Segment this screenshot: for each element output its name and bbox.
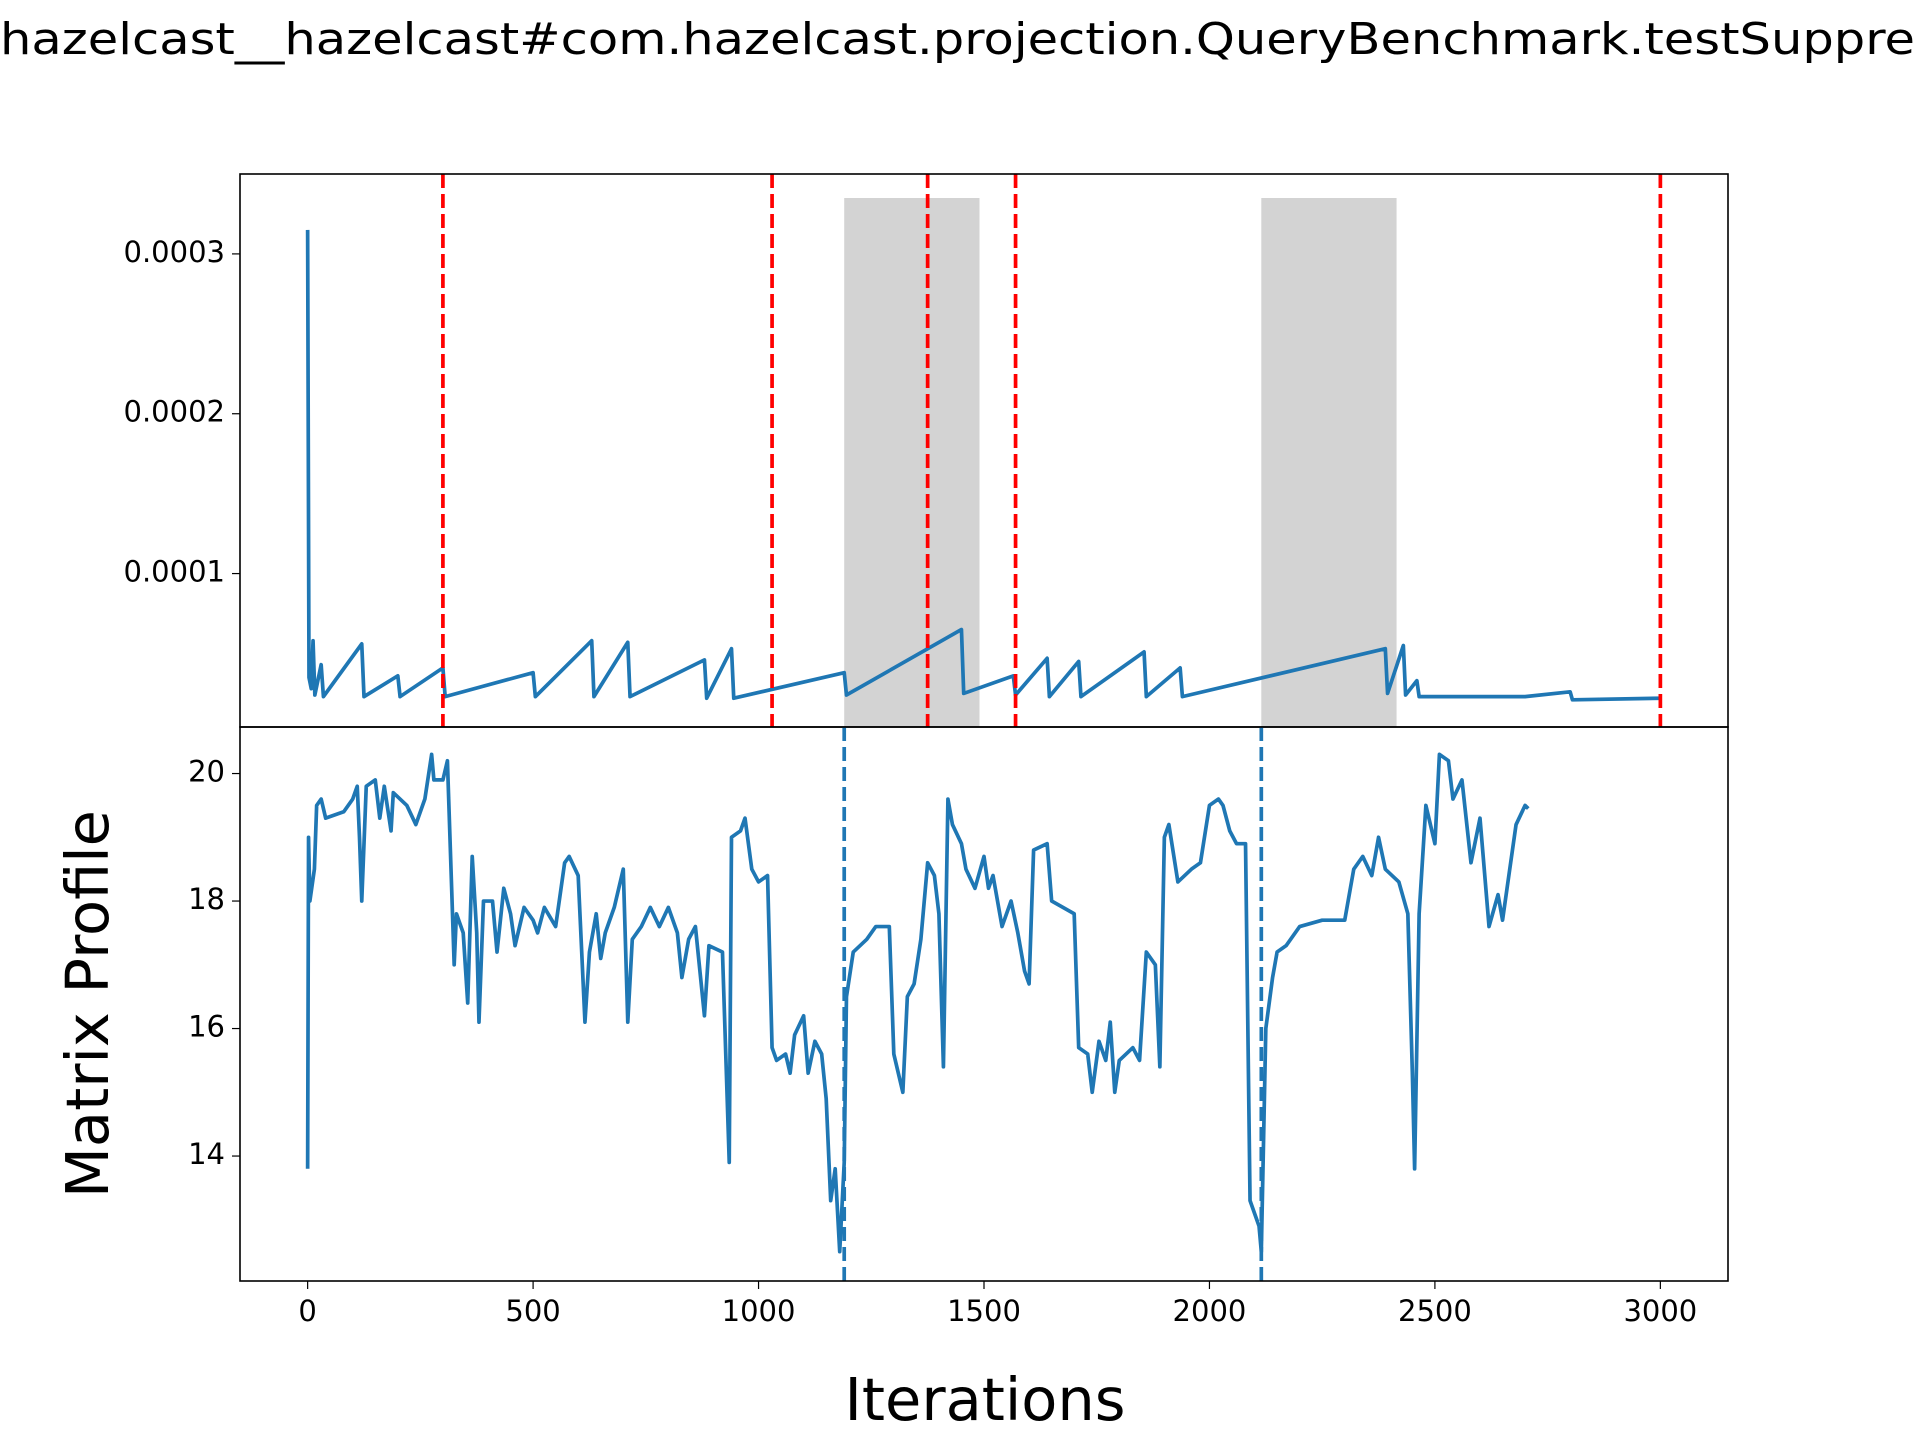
x-tick-label: 500 [505,1294,560,1328]
plot-area [305,727,1530,1281]
shaded-span [844,198,980,727]
plot-area [305,174,1663,727]
data-line [305,229,1661,702]
x-tick-label: 3000 [1623,1294,1697,1328]
chart-title: hazelcast__hazelcast#com.hazelcast.proje… [0,14,1915,65]
x-tick-label: 1000 [722,1294,796,1328]
data-line [305,752,1530,1254]
y-axis-label: Matrix Profile [53,810,122,1198]
x-tick-label: 2000 [1173,1294,1247,1328]
axes-frame [239,726,1729,1282]
x-tick-label: 1500 [947,1294,1021,1328]
y-tick-label: 20 [188,755,225,789]
y-tick-label: 0.0002 [124,395,225,429]
y-tick-label: 0.0003 [124,235,225,269]
y-tick-label: 0.0001 [124,555,225,589]
x-tick-label: 2500 [1398,1294,1472,1328]
x-tick-label: 0 [298,1294,316,1328]
y-tick-label: 18 [188,882,225,916]
y-tick-label: 14 [188,1137,225,1171]
shaded-span [1261,198,1397,727]
y-tick-label: 16 [188,1010,225,1044]
x-axis-label: Iterations [845,1365,1126,1434]
